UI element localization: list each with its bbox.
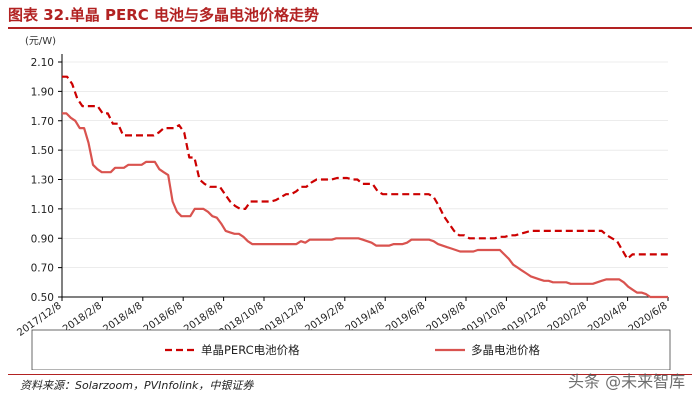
legend-label: 多晶电池价格 [471,343,540,357]
y-tick-label: 0.70 [31,263,54,275]
footer-divider [8,374,692,375]
series-line-multi [62,112,668,299]
chart-title: 图表 32.单晶 PERC 电池与多晶电池价格走势 [8,6,320,24]
y-tick-label: 0.90 [31,233,54,245]
legend-box [31,329,671,370]
price-trend-chart: (元/W) 2.10 1.90 1.70 1.50 1.30 1.10 0.90 0.70 0.5… [15,36,671,370]
y-axis-unit-label: (元/W) [25,36,56,47]
source-note: 资料来源：Solarzoom，PVInfolink，中银证券 [20,379,254,392]
y-tick-label: 1.70 [31,116,54,128]
legend-label: 单晶PERC电池价格 [201,343,300,357]
y-tick-label: 1.10 [31,204,54,216]
title-bar: 图表 32.单晶 PERC 电池与多晶电池价格走势 [0,0,700,30]
watermark: 头条 @未来智库 [568,372,686,391]
y-tick-label: 0.50 [31,292,54,304]
y-tick-label: 2.10 [31,57,54,69]
title-underline [8,27,692,29]
y-tick-label: 1.30 [31,175,54,187]
series-line-perc [62,75,668,260]
y-tick-label: 1.90 [31,86,54,98]
y-tick-label: 1.50 [31,145,54,157]
